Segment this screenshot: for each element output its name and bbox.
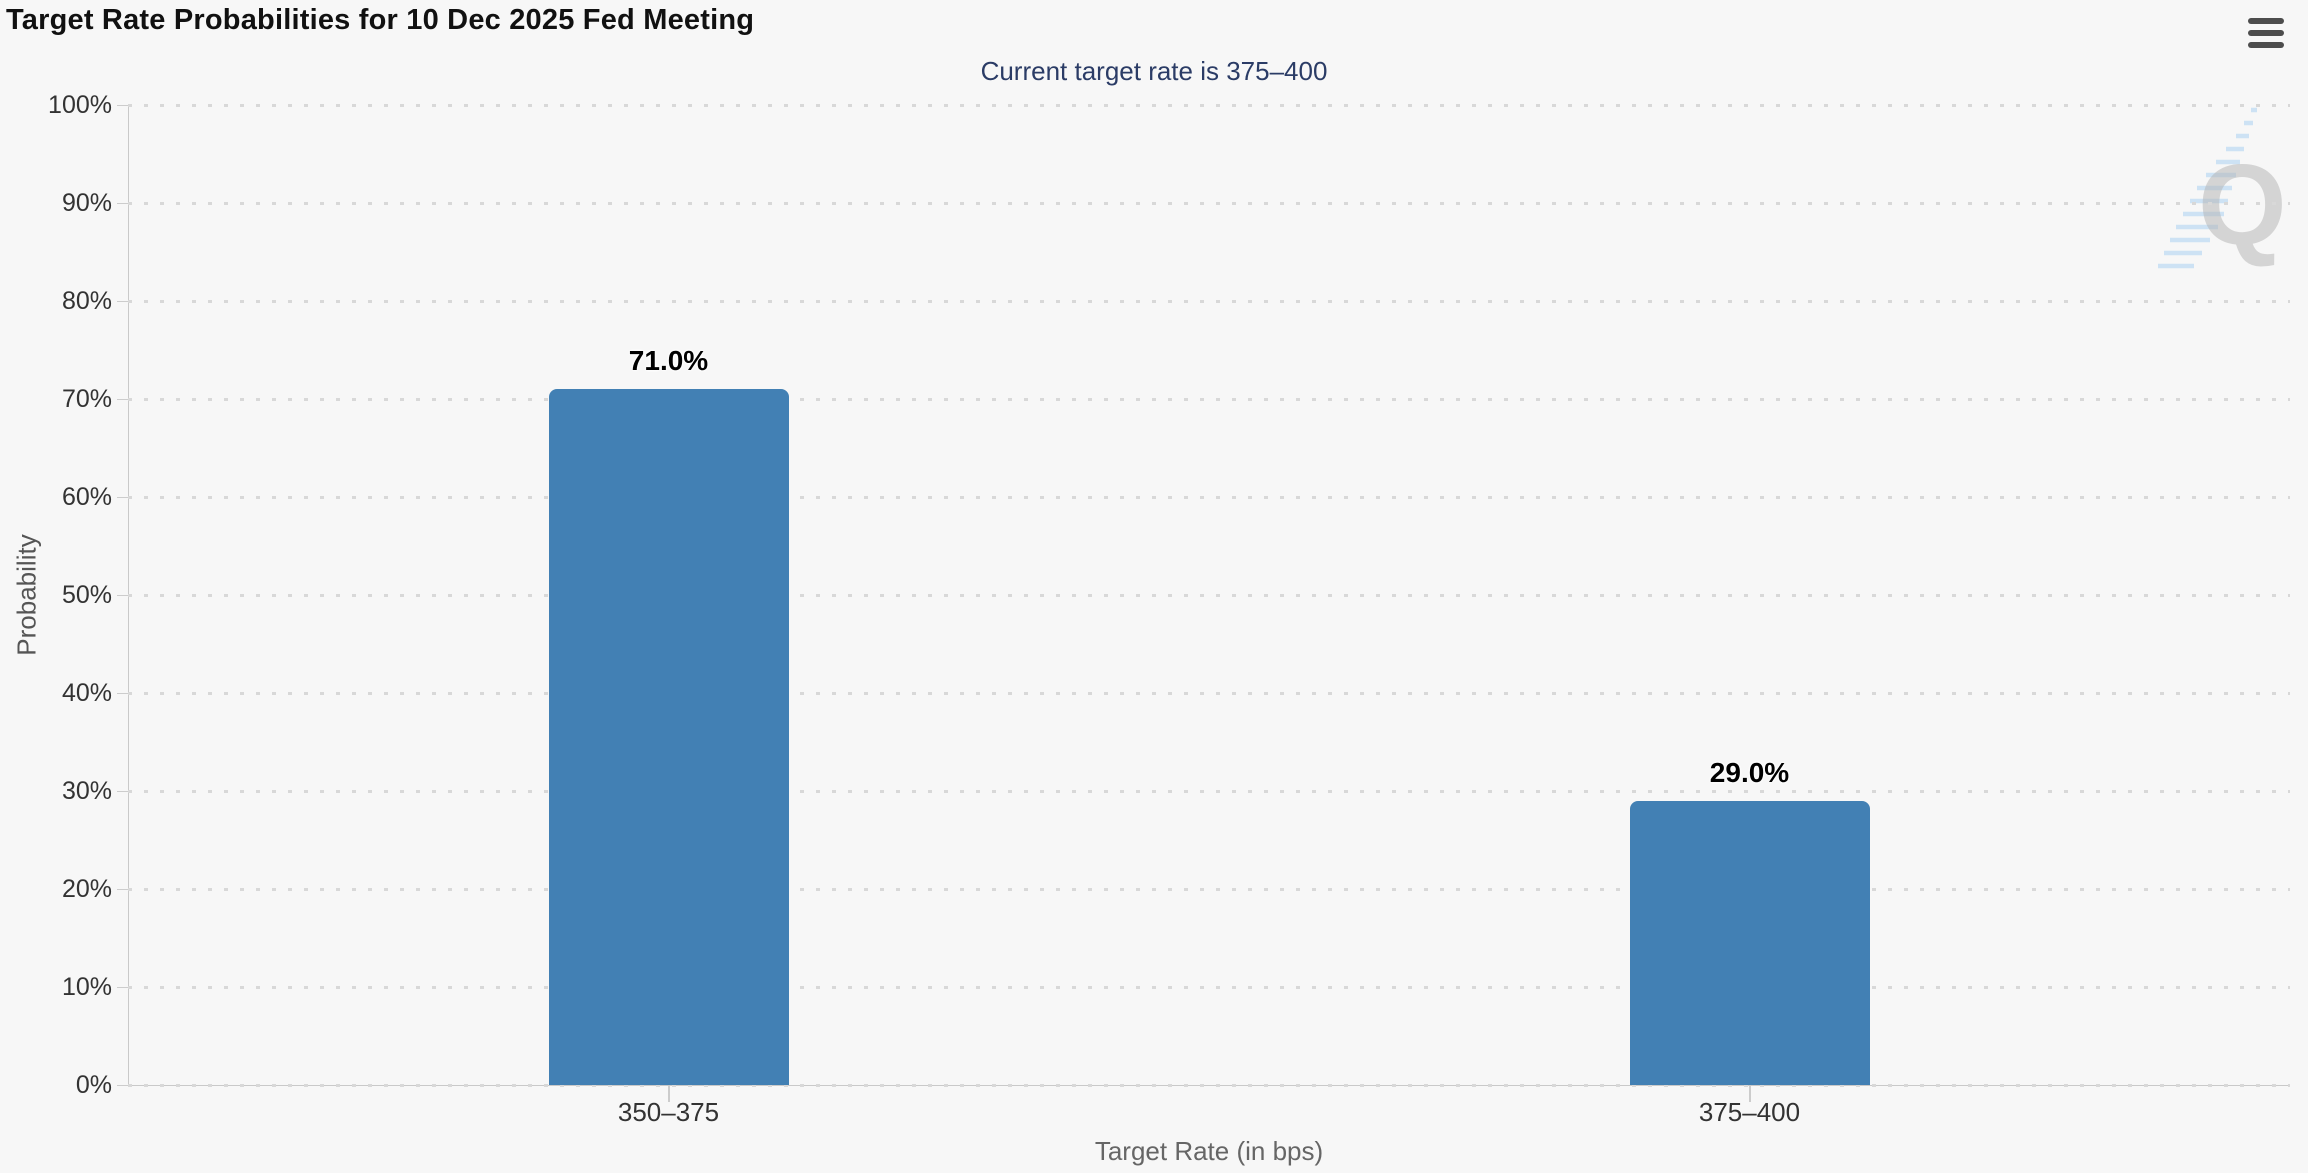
gridline [128,202,2290,205]
y-axis-tick [117,987,128,988]
y-axis-tick [117,1085,128,1086]
x-axis-tick [1748,1086,1751,1102]
y-axis-tick [117,889,128,890]
y-tick-label: 70% [61,385,112,413]
y-tick-label: 80% [61,287,112,315]
y-axis-tick [117,105,128,106]
y-tick-label: 0% [75,1071,112,1099]
y-axis-tick [117,693,128,694]
y-tick-label: 60% [61,483,112,511]
gridline [128,398,2290,401]
gridline [128,300,2290,303]
y-tick-label: 100% [48,91,112,119]
x-axis-tick [667,1086,670,1102]
y-axis-tick [117,203,128,204]
bar-value-label: 29.0% [1709,756,1790,788]
chart-title: Target Rate Probabilities for 10 Dec 202… [6,4,755,36]
y-axis-tick [117,497,128,498]
gridline [128,692,2290,695]
y-tick-label: 20% [61,875,112,903]
y-axis-tick [117,791,128,792]
y-axis-tick [117,399,128,400]
y-tick-label: 90% [61,189,112,217]
bar-350–375[interactable] [548,389,789,1085]
y-tick-label: 10% [61,973,112,1001]
svg-text:Q: Q [2198,142,2287,269]
bar-value-label: 71.0% [628,345,709,377]
gridline [128,594,2290,597]
y-axis-tick [117,595,128,596]
y-tick-label: 30% [61,777,112,805]
chart-subtitle: Current target rate is 375–400 [980,56,1328,86]
y-tick-label: 40% [61,679,112,707]
y-tick-label: 50% [61,581,112,609]
hamburger-icon [2248,18,2288,48]
gridline [128,1084,2290,1087]
quikstrike-watermark: Q [2158,107,2287,269]
chart-context-menu-button[interactable] [2248,16,2288,50]
bar-375–400[interactable] [1629,800,1870,1085]
gridline [128,104,2290,107]
x-category-label: 350–375 [617,1097,720,1127]
gridline [128,986,2290,989]
y-axis-tick [117,301,128,302]
gridline [128,496,2290,499]
gridline [128,888,2290,891]
x-category-label: 375–400 [1698,1097,1801,1127]
gridline [128,790,2290,793]
x-axis-title: Target Rate (in bps) [1094,1136,1324,1166]
